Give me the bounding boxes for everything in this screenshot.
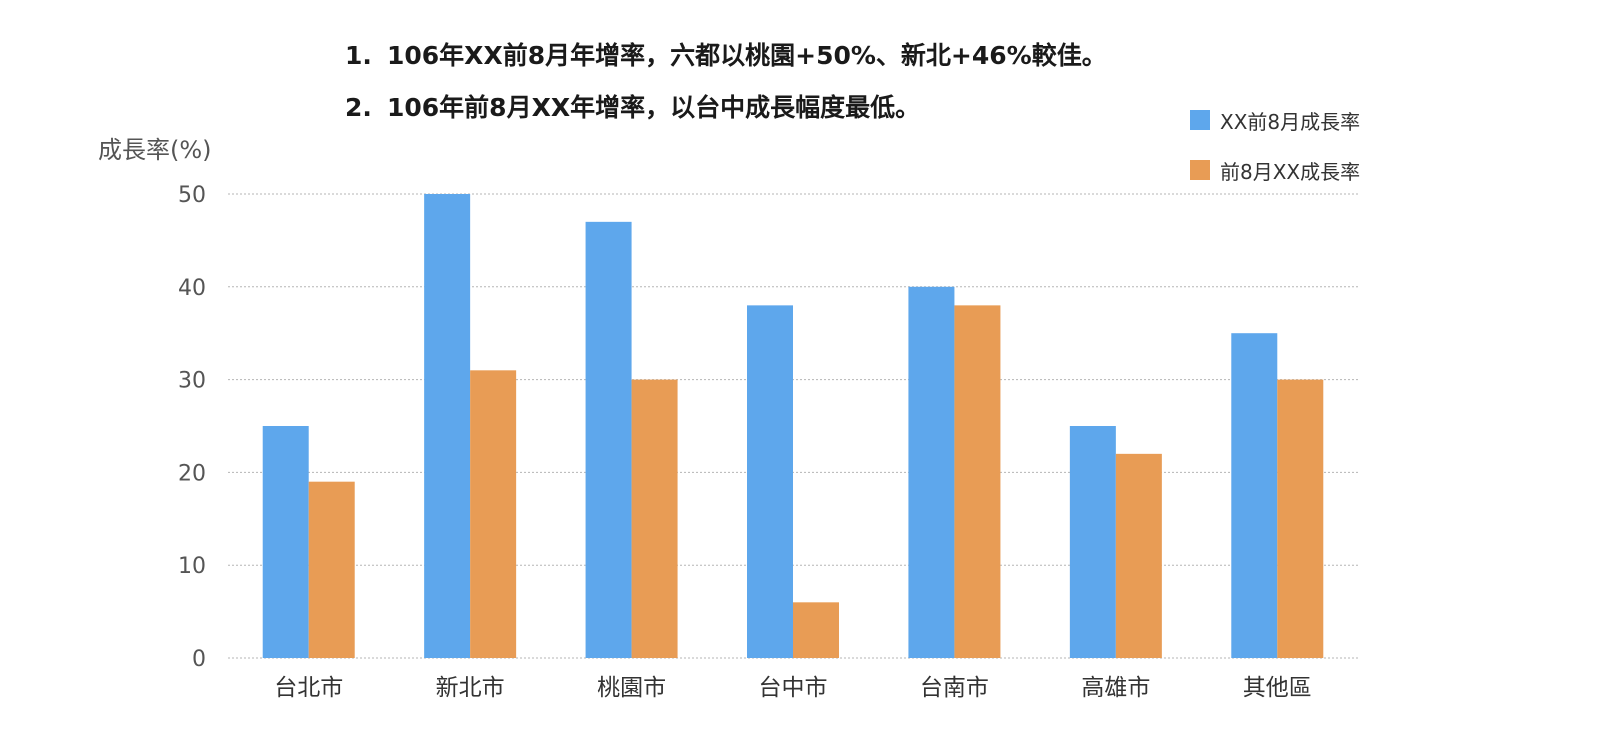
bar-series-1 [1231, 333, 1278, 658]
bar-series-1 [747, 305, 793, 658]
x-tick-label: 台北市 [274, 675, 343, 701]
bar-series-2 [308, 481, 355, 658]
y-tick-label: 40 [178, 276, 206, 301]
y-tick-label: 20 [178, 461, 206, 486]
chart-notes: 1. 106年XX前8月年增率，六都以桃園+50%、新北+46%較佳。 2. 106… [345, 30, 1107, 134]
x-tick-label: 桃園市 [597, 675, 666, 701]
legend-label-series-2: 前8月XX成長率 [1220, 159, 1361, 184]
y-tick-label: 30 [178, 369, 206, 394]
legend-item-series-2: 前8月XX成長率 [1190, 156, 1360, 184]
y-axis-label: 成長率(%) [98, 136, 212, 164]
bar-series-2 [470, 370, 517, 658]
bar-series-1 [1069, 426, 1116, 658]
x-tick-label: 其他區 [1243, 675, 1312, 701]
note-item: 1. 106年XX前8月年增率，六都以桃園+50%、新北+46%較佳。 [345, 30, 1107, 82]
chart-legend: XX前8月成長率 前8月XX成長率 [1190, 106, 1360, 206]
bar-series-1 [585, 221, 632, 658]
note-number: 1. [345, 41, 372, 70]
y-tick-label: 10 [178, 554, 206, 579]
bar-series-2 [793, 602, 839, 658]
legend-item-series-1: XX前8月成長率 [1190, 106, 1360, 134]
x-tick-label: 高雄市 [1081, 675, 1150, 701]
note-number: 2. [345, 93, 372, 122]
x-tick-label: 台中市 [759, 675, 828, 701]
x-tick-label: 新北市 [436, 675, 505, 701]
bar-series-1 [262, 426, 309, 658]
legend-swatch-series-1 [1190, 110, 1210, 130]
bar-series-1 [908, 286, 955, 658]
bar-series-2 [1115, 453, 1162, 658]
bar-series-1 [424, 194, 471, 658]
note-text: 106年XX前8月年增率，六都以桃園+50%、新北+46%較佳。 [387, 41, 1107, 70]
x-tick-label: 台南市 [920, 675, 989, 701]
bar-series-2 [1277, 379, 1324, 658]
legend-swatch-series-2 [1190, 160, 1210, 180]
legend-label-series-1: XX前8月成長率 [1220, 109, 1361, 134]
y-tick-label: 50 [178, 183, 206, 208]
note-text: 106年前8月XX年增率，以台中成長幅度最低。 [387, 93, 921, 122]
note-item: 2. 106年前8月XX年增率，以台中成長幅度最低。 [345, 82, 1107, 134]
y-tick-label: 0 [192, 647, 206, 672]
bar-series-2 [954, 305, 1001, 658]
bar-series-2 [631, 379, 678, 658]
